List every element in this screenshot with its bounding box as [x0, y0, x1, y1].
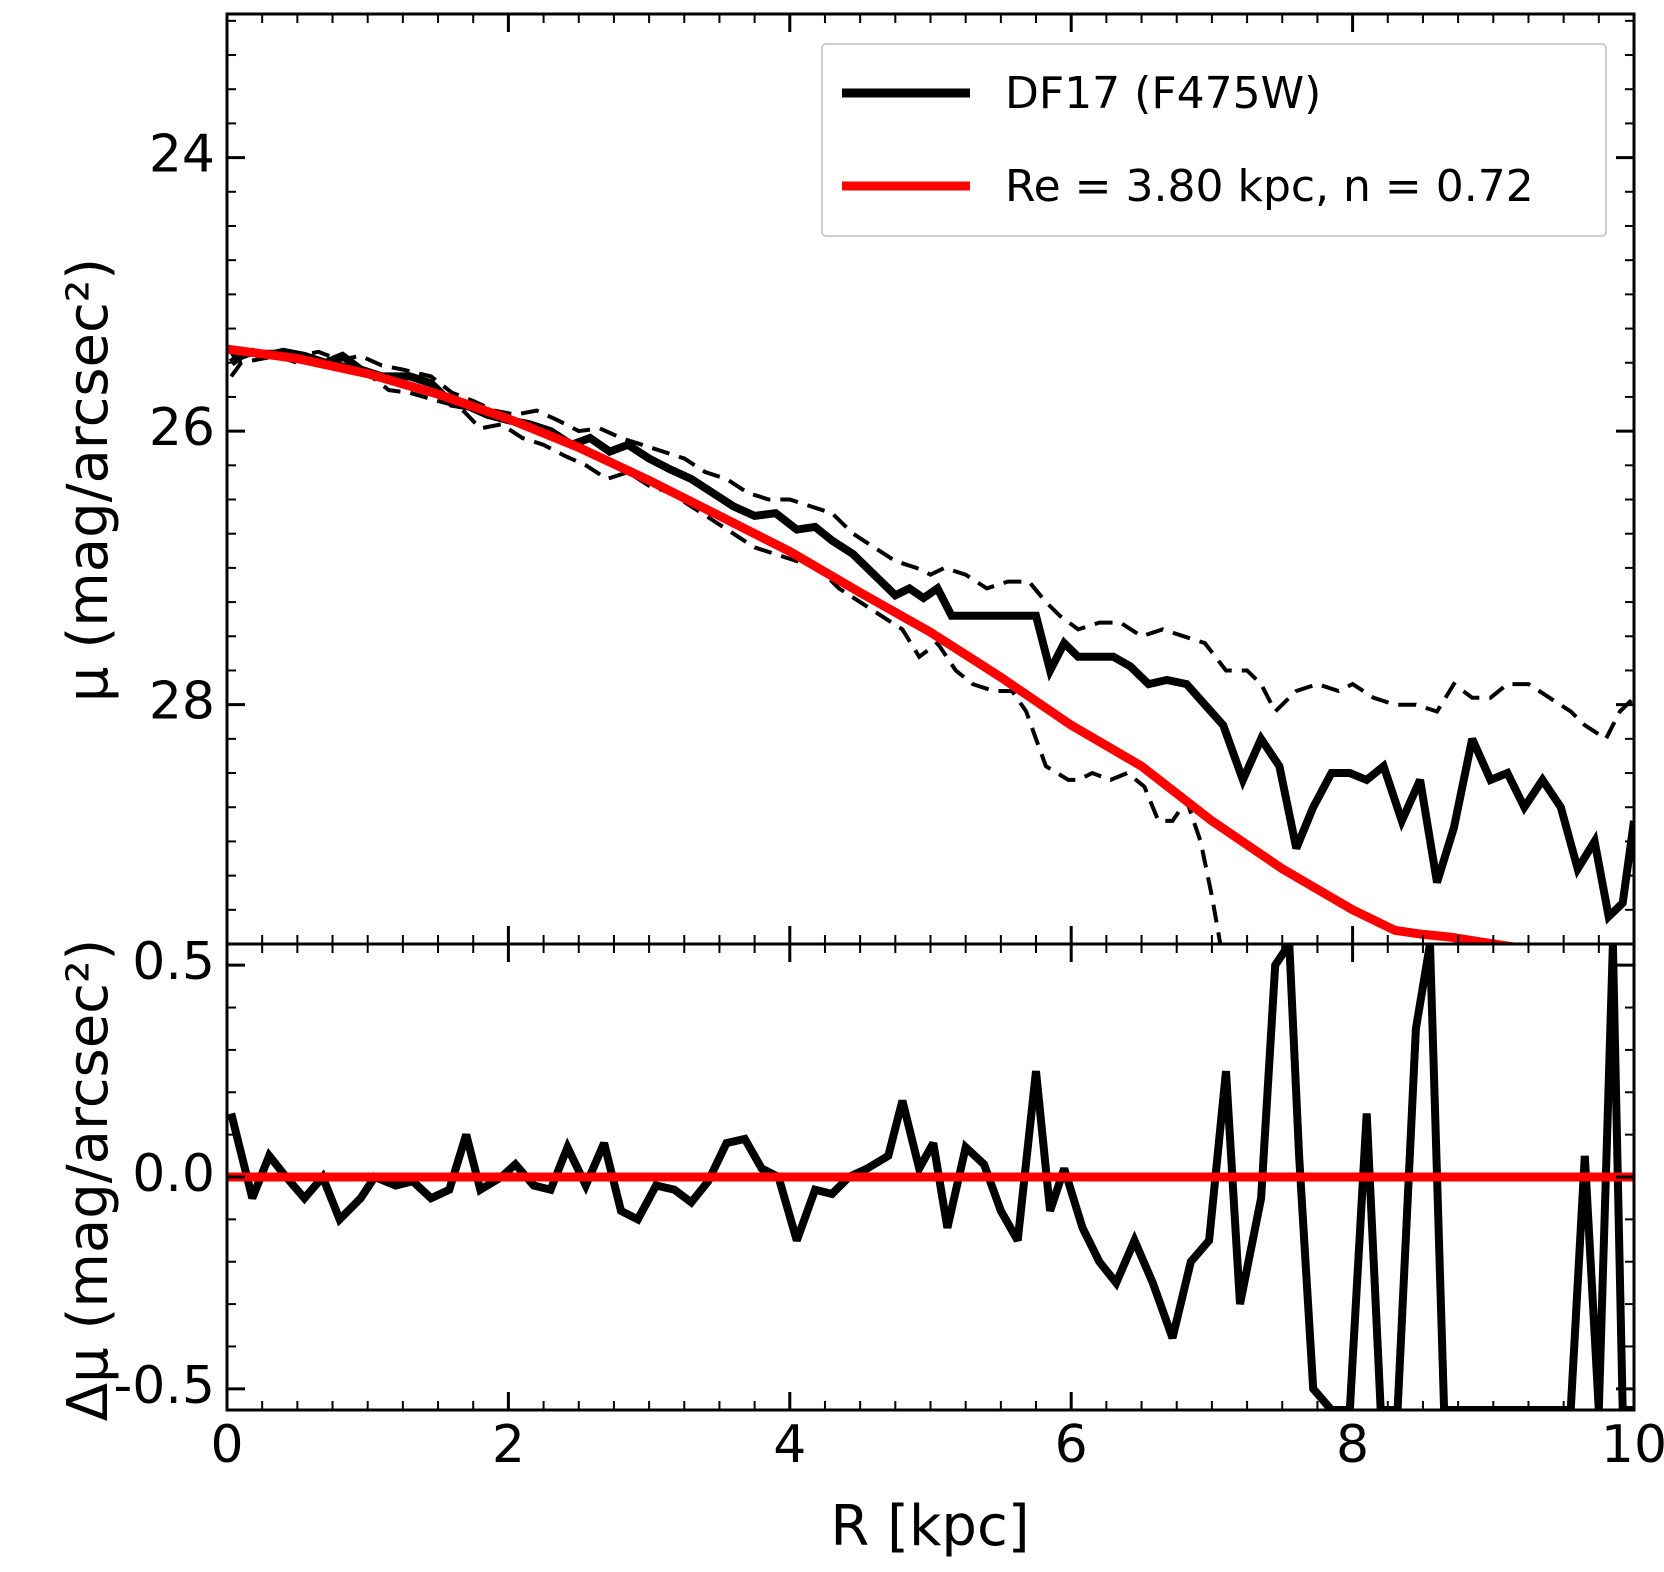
- profile-series-lower-bound: [229, 353, 1223, 944]
- legend-label-df17: DF17 (F475W): [1005, 68, 1321, 119]
- legend-box: [821, 43, 1607, 237]
- profile-series-sersic-fit: [227, 344, 1526, 944]
- residual-ytick-labels: 0.5 0.0 -0.5: [114, 932, 215, 1416]
- profile-panel: 24 26 28 μ (mag/arcsec²) DF17 (F475W) Re =…: [56, 12, 1636, 946]
- residual-series-residual: [227, 944, 1634, 1410]
- profile-ylabel: μ (mag/arcsec²): [56, 258, 121, 702]
- residual-ylabel: Δμ (mag/arcsec²): [56, 939, 121, 1421]
- profile-series-upper-bound: [230, 346, 1634, 742]
- residual-ytick-label: 0.0: [132, 1144, 215, 1204]
- xtick-label: 0: [210, 1415, 243, 1475]
- xtick-label: 2: [492, 1415, 525, 1475]
- residual-series-layer: [227, 944, 1634, 1410]
- xlabel: R [kpc]: [830, 1494, 1029, 1559]
- xtick-label: 4: [773, 1415, 806, 1475]
- profile-ytick-labels: 24 26 28: [149, 125, 215, 732]
- xtick-label: 8: [1336, 1415, 1369, 1475]
- profile-series-layer: [227, 344, 1634, 944]
- legend-label-fit: Re = 3.80 kpc, n = 0.72: [1005, 161, 1534, 212]
- residual-panel: 0.5 0.0 -0.5 0 2 4 6 8 10 Δμ (mag/arcsec²) R [k…: [56, 932, 1664, 1559]
- xtick-labels: 0 2 4 6 8 10: [210, 1415, 1664, 1475]
- profile-ytick-label: 28: [149, 672, 215, 732]
- xtick-label: 6: [1055, 1415, 1088, 1475]
- xtick-label: 10: [1601, 1415, 1664, 1475]
- residual-plot-frame: [225, 942, 1636, 1412]
- profile-ytick-label: 24: [149, 125, 215, 185]
- residual-ytick-label: 0.5: [132, 932, 215, 992]
- residual-ytick-label: -0.5: [114, 1356, 215, 1416]
- profile-ytick-label: 26: [149, 398, 215, 458]
- legend: DF17 (F475W) Re = 3.80 kpc, n = 0.72: [821, 43, 1607, 237]
